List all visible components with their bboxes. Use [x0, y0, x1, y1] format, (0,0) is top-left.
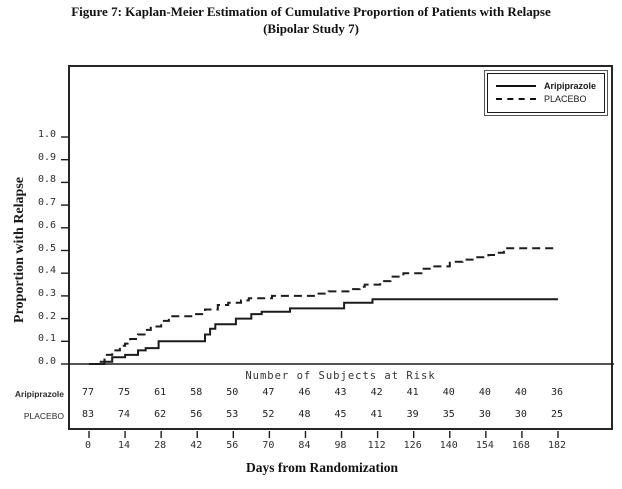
risk-value: 50	[226, 387, 239, 398]
risk-value: 40	[514, 387, 527, 398]
legend-box: Aripiprazole PLACEBO	[486, 73, 605, 113]
x-tick-label: 98	[334, 440, 347, 451]
x-tick-label: 182	[547, 440, 567, 451]
risk-value: 48	[298, 409, 311, 420]
risk-value: 46	[298, 387, 311, 398]
x-tick-label: 42	[190, 440, 203, 451]
x-tick-label: 126	[403, 440, 422, 451]
legend-entry-placebo: PLACEBO	[495, 94, 596, 104]
x-axis-title: Days from Randomization	[245, 460, 399, 475]
risk-value: 39	[406, 409, 419, 420]
risk-value: 75	[118, 387, 131, 398]
risk-value: 53	[226, 409, 239, 420]
risk-value: 35	[442, 409, 455, 420]
km-curve-aripiprazole	[89, 298, 558, 365]
risk-value: 40	[442, 387, 455, 398]
risk-value: 62	[154, 409, 167, 420]
dashed-line-sample-icon	[495, 98, 536, 100]
risk-value: 41	[406, 387, 419, 398]
risk-value: 52	[262, 409, 275, 420]
risk-value: 83	[81, 409, 95, 420]
x-tick-label: 154	[475, 440, 494, 451]
x-tick-label: 140	[439, 440, 458, 451]
risk-value: 74	[118, 409, 131, 420]
x-tick-label: 70	[262, 440, 275, 451]
x-tick-label: 56	[226, 440, 239, 451]
km-curve-placebo	[89, 247, 558, 365]
plot-area: Aripiprazole PLACEBO	[61, 65, 614, 438]
y-tick-label: 0.4	[37, 265, 56, 277]
y-tick-label: 0.0	[37, 356, 56, 367]
y-tick-label: 0.9	[37, 151, 56, 163]
x-tick-label: 0	[84, 440, 92, 451]
figure-title-line2: (Bipolar Study 7)	[263, 21, 359, 36]
risk-value: 58	[190, 387, 203, 398]
y-tick-label: 0.1	[37, 333, 56, 345]
risk-value: 40	[478, 387, 491, 398]
risk-value: 56	[190, 409, 203, 420]
legend-entry-label: PLACEBO	[543, 94, 587, 104]
risk-value: 42	[370, 387, 383, 398]
risk-table-header: Number of Subjects at Risk	[245, 370, 436, 382]
legend: Aripiprazole PLACEBO	[483, 70, 608, 116]
y-tick-label: 0.7	[37, 197, 56, 209]
legend-entry-label: Aripiprazole	[543, 81, 596, 91]
x-tick-label: 112	[367, 440, 386, 451]
y-tick-label: 0.5	[37, 242, 56, 254]
y-tick-label: 0.8	[37, 174, 56, 186]
x-tick-label: 84	[298, 440, 311, 451]
risk-value: 36	[550, 387, 564, 398]
x-tick-label: 28	[154, 440, 167, 451]
y-tick-label: 0.3	[37, 287, 56, 299]
figure-title-line1: Figure 7: Kaplan-Meier Estimation of Cum…	[71, 4, 551, 19]
risk-value: 61	[154, 387, 167, 398]
risk-value: 41	[370, 409, 383, 420]
km-curves-svg	[61, 136, 614, 438]
x-tick-label: 14	[118, 440, 131, 451]
risk-value: 47	[262, 387, 275, 398]
risk-value: 43	[334, 387, 347, 398]
risk-row-label-aripiprazole: Aripiprazole	[14, 389, 64, 399]
y-tick-label: 0.6	[37, 219, 56, 231]
y-tick-label: 0.2	[37, 310, 56, 322]
risk-row-label-placebo: PLACEBO	[23, 411, 64, 421]
legend-entry-aripiprazole: Aripiprazole	[495, 81, 596, 91]
risk-value: 30	[478, 409, 491, 420]
risk-value: 45	[334, 409, 347, 420]
solid-line-sample-icon	[495, 85, 536, 87]
x-tick-label: 168	[511, 440, 530, 451]
risk-value: 25	[550, 409, 564, 420]
y-tick-label: 1.0	[37, 129, 56, 140]
figure-title: Figure 7: Kaplan-Meier Estimation of Cum…	[0, 3, 622, 37]
risk-value: 30	[514, 409, 527, 420]
risk-value: 77	[81, 387, 95, 398]
